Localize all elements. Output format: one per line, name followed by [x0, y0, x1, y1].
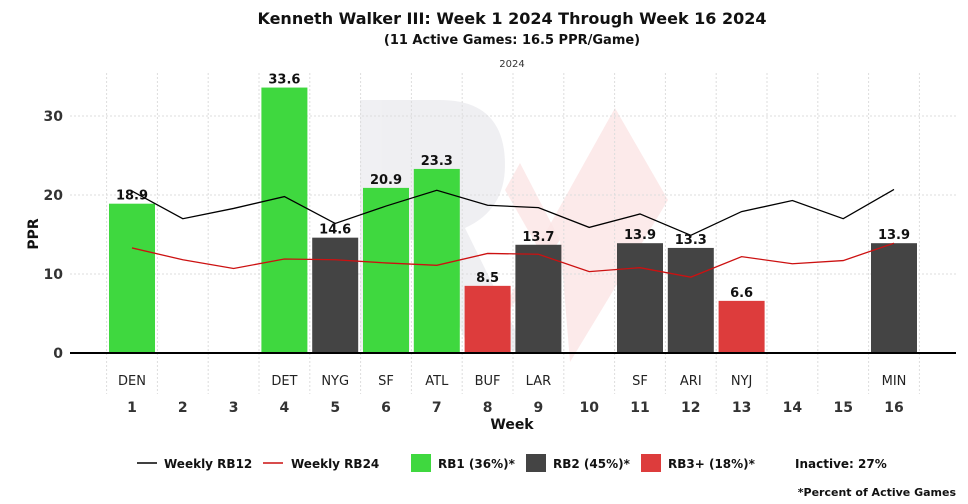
chart-title: Kenneth Walker III: Week 1 2024 Through …: [257, 9, 766, 28]
bar-value-label: 23.3: [421, 154, 453, 169]
opponent-label: NYG: [321, 374, 349, 389]
x-tick-label: 16: [884, 400, 903, 416]
opponent-label: DEN: [118, 374, 146, 389]
x-tick-label: 4: [280, 400, 290, 416]
x-tick-label: 10: [579, 400, 599, 416]
bar-week-16: [871, 243, 917, 353]
footnote: *Percent of Active Games: [798, 486, 957, 499]
opponent-label: BUF: [475, 374, 501, 389]
opponent-label: LAR: [526, 374, 551, 389]
lines-layer: [131, 188, 895, 278]
bar-week-5: [312, 237, 359, 353]
bar-value-label: 13.7: [522, 230, 554, 245]
y-tick-label: 0: [53, 346, 63, 362]
bar-week-12: [667, 247, 714, 353]
y-tick-label: 10: [44, 267, 64, 283]
series-line-rb24: [131, 242, 895, 278]
legend-line-label: Weekly RB24: [291, 457, 379, 471]
chart-subtitle: (11 Active Games: 16.5 PPR/Game): [384, 33, 640, 48]
labels-layer: 18.9 33.6 14.6 20.9 23.3 8.5 13.7 13.9 13.3 6.6 13…: [116, 73, 910, 389]
bar-value-label: 13.3: [675, 233, 707, 248]
legend-inactive-label: Inactive: 27%: [795, 457, 887, 471]
x-tick-label: 9: [534, 400, 544, 416]
bars-layer: [109, 87, 917, 353]
opponent-label: NYJ: [731, 374, 753, 389]
opponent-label: ATL: [425, 374, 449, 389]
x-tick-label: 11: [630, 400, 649, 416]
y-axis-label: PPR: [26, 218, 42, 250]
x-tick-label: 13: [732, 400, 751, 416]
x-tick-label: 7: [432, 400, 442, 416]
x-tick-label: 14: [783, 400, 803, 416]
bar-week-11: [617, 243, 663, 353]
bar-value-label: 6.6: [730, 286, 753, 301]
season-label: 2024: [499, 59, 524, 70]
bar-value-label: 33.6: [268, 73, 300, 88]
bar-week-8: [464, 285, 511, 353]
bar-week-7: [413, 168, 460, 353]
opponent-label: MIN: [882, 374, 907, 389]
grid-layer: [70, 73, 956, 394]
x-tick-label: 1: [127, 400, 137, 416]
legend: Weekly RB12 Weekly RB24 RB1 (36%)* RB2 (45%…: [137, 454, 887, 472]
legend-box-swatch: [641, 454, 661, 472]
legend-line-label: Weekly RB12: [164, 457, 252, 471]
opponent-label: DET: [271, 374, 297, 389]
bar-week-13: [718, 300, 765, 353]
bar-week-6: [363, 187, 409, 353]
x-tick-label: 3: [229, 400, 239, 416]
bar-value-label: 18.9: [116, 189, 148, 204]
x-tick-label: 15: [833, 400, 852, 416]
y-tick-label: 30: [44, 109, 64, 125]
legend-box-swatch: [411, 454, 431, 472]
x-tick-label: 2: [178, 400, 188, 416]
bar-week-9: [515, 244, 562, 353]
x-tick-label: 8: [483, 400, 493, 416]
series-line-rb12: [131, 188, 895, 237]
bar-value-label: 13.9: [878, 228, 910, 243]
x-axis-label: Week: [490, 417, 534, 433]
bar-value-label: 8.5: [476, 271, 499, 286]
x-tick-label: 12: [681, 400, 700, 416]
opponent-label: ARI: [680, 374, 702, 389]
y-tick-label: 20: [44, 188, 64, 204]
bar-value-label: 14.6: [319, 223, 351, 238]
opponent-label: SF: [632, 374, 648, 389]
legend-box-label: RB2 (45%)*: [553, 457, 631, 471]
x-tick-label: 6: [381, 400, 391, 416]
bar-value-label: 13.9: [624, 228, 656, 243]
opponent-label: SF: [378, 374, 394, 389]
legend-box-swatch: [526, 454, 546, 472]
bar-value-label: 20.9: [370, 173, 402, 188]
bar-week-1: [109, 203, 155, 353]
x-tick-label: 5: [330, 400, 340, 416]
legend-box-label: RB3+ (18%)*: [668, 457, 756, 471]
bar-week-4: [261, 87, 308, 353]
legend-box-label: RB1 (36%)*: [438, 457, 516, 471]
